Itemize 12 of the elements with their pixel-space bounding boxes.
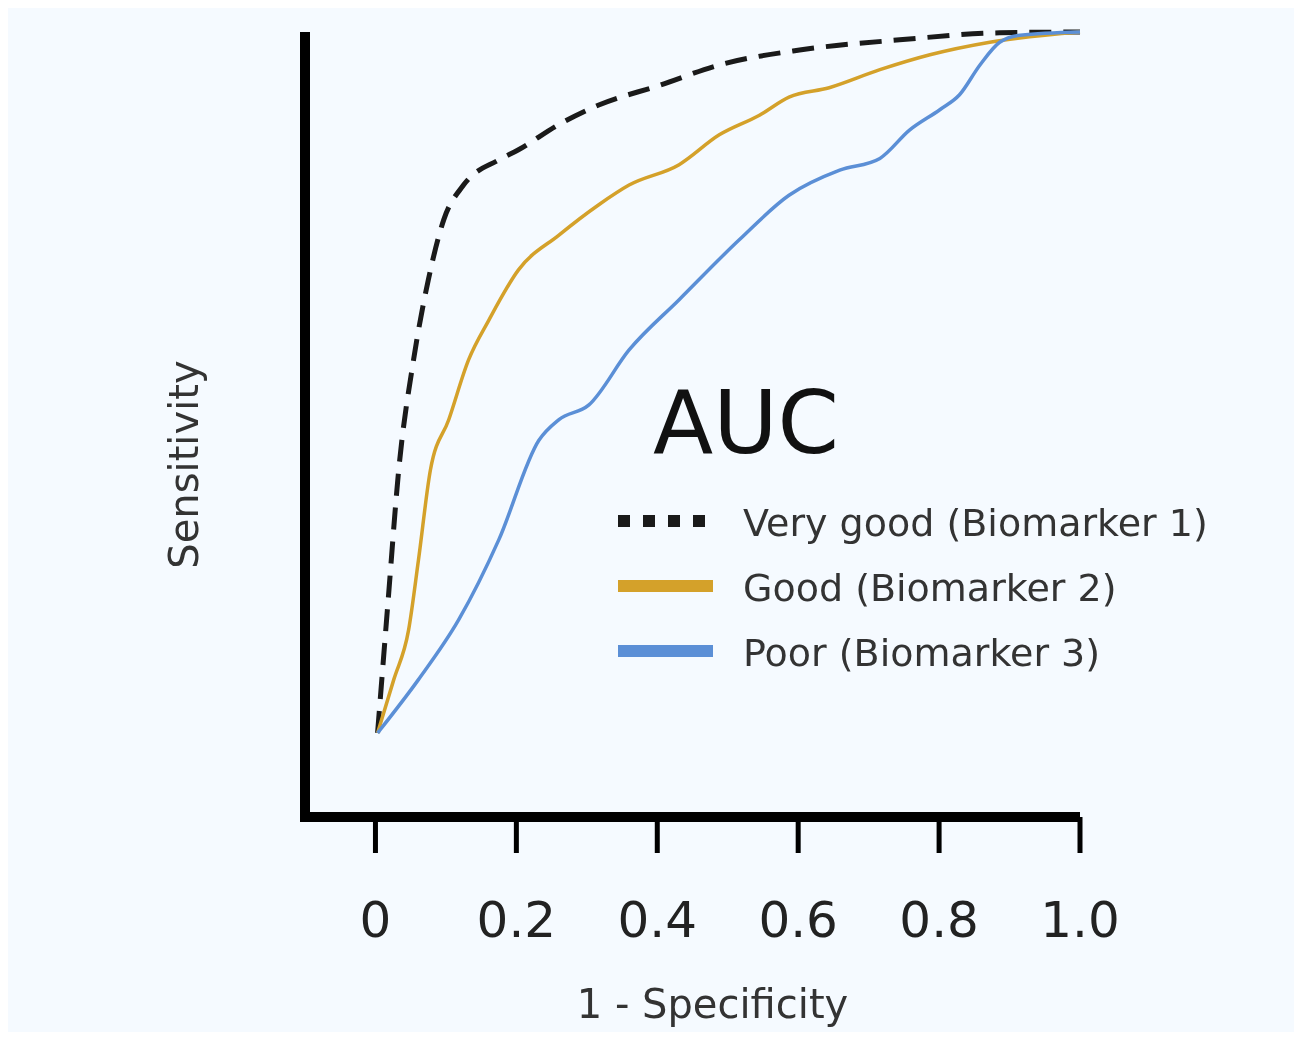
x-tick-label: 0.2: [476, 891, 557, 949]
x-tick-label: 0.8: [899, 891, 979, 949]
x-tick-label: 1.0: [1040, 891, 1120, 949]
legend-title: AUC: [653, 371, 840, 474]
x-tick-label: 0.4: [617, 891, 698, 949]
x-tick-label: 0: [359, 891, 392, 949]
legend-label: Very good (Biomarker 1): [743, 501, 1208, 545]
y-axis-title: Sensitivity: [161, 360, 207, 569]
legend-label: Poor (Biomarker 3): [743, 631, 1101, 675]
x-axis-title: 1 - Specificity: [576, 981, 849, 1027]
legend-label: Good (Biomarker 2): [743, 566, 1117, 610]
x-tick-label: 0.6: [758, 891, 838, 949]
